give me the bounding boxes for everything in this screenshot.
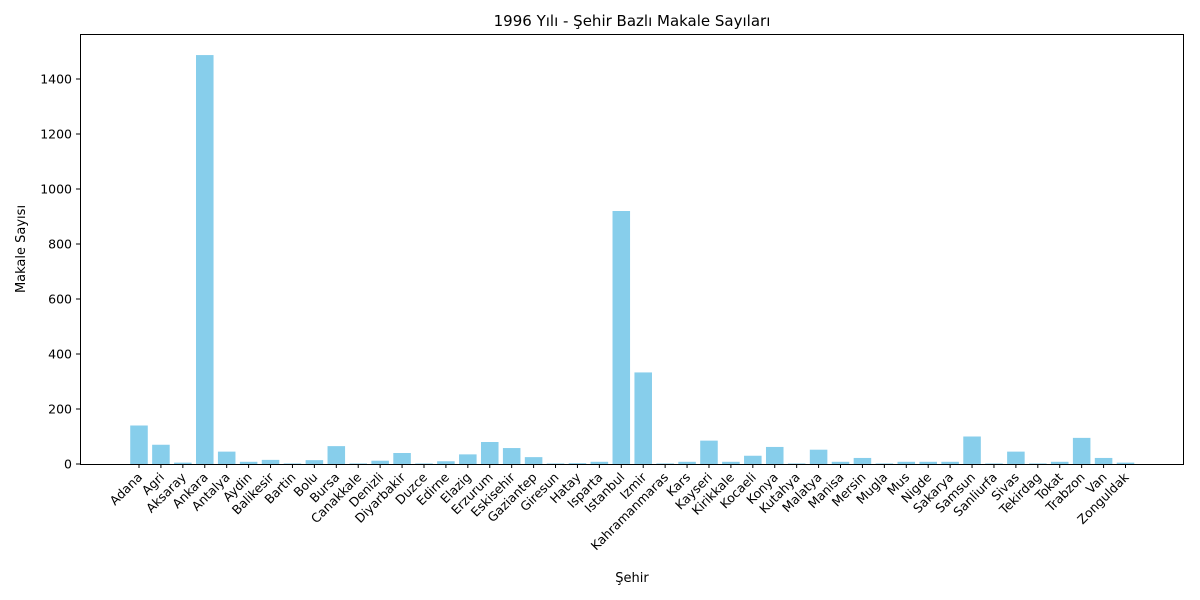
y-axis-ticks: 0 200 400 600 800 1000 1200 1400: [40, 72, 80, 472]
bar-aksaray: [174, 462, 192, 465]
y-tick-label: 0: [64, 457, 72, 472]
bar-nigde: [919, 461, 937, 464]
chart-title: 1996 Yılı - Şehir Bazlı Makale Sayıları: [494, 12, 771, 30]
bar-edirne: [437, 461, 455, 464]
bar-kocaeli: [744, 455, 762, 464]
x-axis-label: Şehir: [615, 571, 649, 586]
bar-balikesir: [261, 459, 280, 465]
bar-trabzon: [1072, 437, 1091, 465]
y-tick-label: 600: [48, 292, 72, 307]
bar-tekirdag: [1029, 463, 1047, 464]
bar-sanliurfa: [985, 463, 1003, 464]
bar-diyarbakir: [393, 453, 411, 464]
x-axis-ticks: AdanaAgriAksarayAnkaraAntalyaAydinBalike…: [107, 464, 1132, 553]
bar-kahramanmaras: [656, 463, 674, 464]
bar-canakkale: [349, 463, 367, 464]
bar-antalya: [217, 451, 236, 465]
bar-tokat: [1050, 461, 1069, 464]
bar-kars: [678, 461, 696, 464]
y-tick-label: 1400: [40, 72, 72, 87]
bar-giresun: [546, 463, 565, 464]
bar-eskisehir: [502, 448, 521, 464]
bar-kutahya: [787, 463, 806, 464]
bar-van: [1094, 457, 1113, 464]
y-tick-label: 400: [48, 347, 72, 362]
bar-ankara: [196, 55, 214, 464]
bar-mersin: [853, 457, 872, 464]
y-tick-label: 1000: [40, 182, 72, 197]
y-axis-label: Makale Sayısı: [14, 205, 29, 293]
bar-duzce: [415, 463, 433, 464]
bar-malatya: [809, 449, 828, 464]
bar-kayseri: [700, 440, 718, 465]
bar-konya: [765, 446, 784, 464]
bar-elazig: [459, 454, 477, 465]
bar-mugla: [875, 463, 894, 464]
bar-sivas: [1007, 451, 1025, 465]
bar-kirikkale: [722, 461, 740, 464]
bar-gaziantep: [524, 457, 543, 465]
bar-sakarya: [941, 461, 959, 464]
bar-agri: [152, 444, 170, 464]
bar-bursa: [327, 446, 346, 465]
bar-istanbul: [612, 211, 631, 464]
bar-bartin: [283, 463, 302, 464]
bar-izmir: [634, 372, 652, 464]
bar-erzurum: [480, 442, 499, 464]
bar-denizli: [371, 460, 389, 464]
bar-aydin: [239, 461, 258, 464]
bar-manisa: [831, 461, 850, 464]
bar-adana: [130, 425, 148, 464]
bar-hatay: [568, 463, 587, 464]
y-tick-label: 1200: [40, 127, 72, 142]
bar-mus: [897, 461, 916, 464]
plot-frame: [80, 34, 1184, 465]
bar-isparta: [590, 461, 609, 464]
bar-bolu: [305, 460, 324, 464]
y-tick-label: 800: [48, 237, 72, 252]
bar-zonguldak: [1116, 462, 1135, 465]
y-tick-label: 200: [48, 402, 72, 417]
bar-samsun: [963, 436, 981, 464]
bars-group: [130, 55, 1135, 465]
